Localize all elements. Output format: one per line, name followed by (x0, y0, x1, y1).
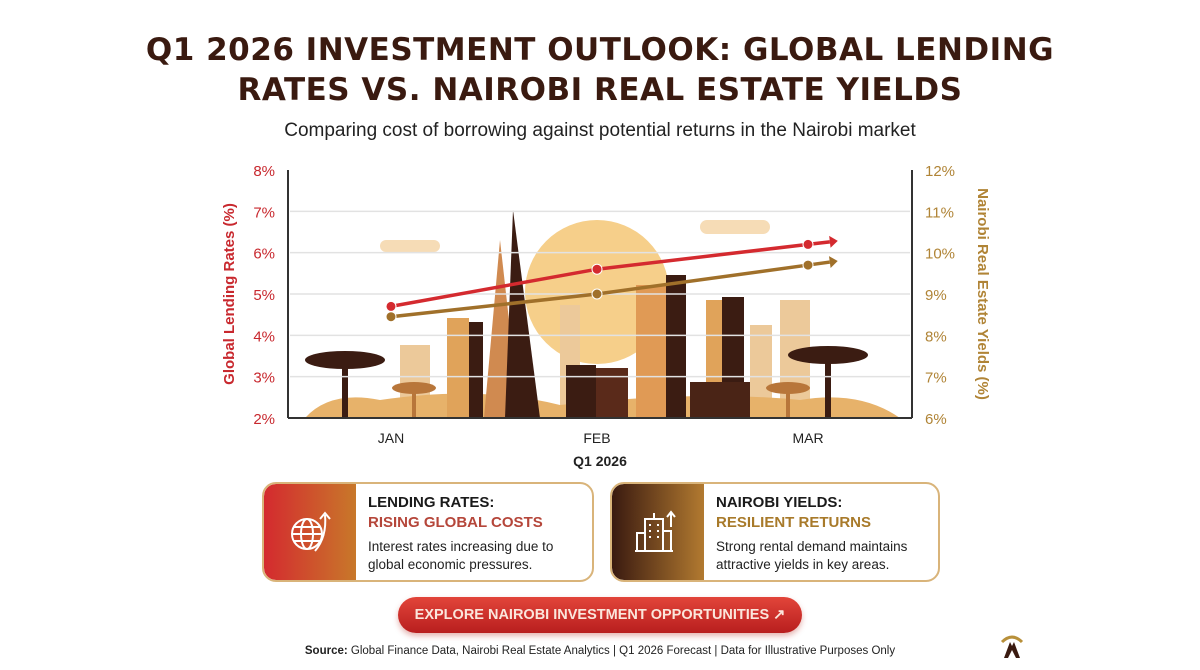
card-heading: LENDING RATES: (368, 494, 495, 511)
x-tick: JAN (378, 430, 404, 446)
x-axis-label: Q1 2026 (573, 453, 627, 469)
y-tick-left: 6% (253, 246, 275, 263)
y-tick-left: 3% (253, 370, 275, 387)
y-tick-right: 9% (925, 287, 947, 304)
subtitle: Comparing cost of borrowing against pote… (284, 120, 916, 141)
data-point (385, 300, 397, 312)
title-line-2: RATES VS. NAIROBI REAL ESTATE YIELDS (237, 72, 963, 108)
nairobi-yields-card: NAIROBI YIELDS: RESILIENT RETURNS Strong… (610, 482, 940, 582)
source-label: Source: (304, 645, 348, 657)
card-heading: NAIROBI YIELDS: (716, 494, 843, 511)
y-tick-right: 8% (925, 328, 947, 345)
trend-arrow-head (829, 235, 838, 248)
card-subheading: RISING GLOBAL COSTS (368, 514, 543, 531)
data-point (385, 311, 397, 323)
data-point (802, 238, 814, 250)
brand-logo (1000, 635, 1024, 658)
trend-arrow-head (828, 256, 838, 269)
skyline-illustration (305, 210, 900, 418)
data-point (591, 263, 603, 275)
page-title: Q1 2026 INVESTMENT OUTLOOK: GLOBAL LENDI… (0, 30, 1200, 110)
y-tick-left: 5% (253, 287, 275, 304)
y-tick-right: 6% (925, 411, 947, 428)
globe-arrow-up-icon (264, 484, 356, 580)
y-tick-right: 10% (925, 246, 955, 263)
y-tick-left: 4% (253, 328, 275, 345)
y-axis-label-left: Global Lending Rates (%) (221, 203, 238, 385)
y-tick-left: 7% (253, 204, 275, 221)
building-arrow-up-icon (612, 484, 704, 580)
x-tick: MAR (792, 430, 823, 446)
chart: 2% 6% 3% 7% 4% 8% 5% 9% 6% 10% 7% 11% 8% 12% JAN FEB MAR… (221, 163, 991, 469)
y-tick-left: 2% (253, 411, 275, 428)
y-axis-label-right: Nairobi Real Estate Yields (%) (974, 188, 991, 400)
y-tick-right: 11% (925, 204, 954, 221)
card-description: Strong rental demand maintains attractiv… (716, 539, 908, 572)
y-tick-right: 12% (925, 163, 955, 180)
title-line-1: Q1 2026 INVESTMENT OUTLOOK: GLOBAL LENDI… (145, 32, 1055, 68)
data-point (802, 259, 814, 271)
source-note: Source: Global Finance Data, Nairobi Rea… (0, 645, 1200, 657)
card-subheading: RESILIENT RETURNS (716, 514, 872, 531)
y-tick-left: 8% (253, 163, 275, 180)
data-point (591, 288, 603, 300)
y-tick-right: 7% (925, 370, 947, 387)
source-text: Global Finance Data, Nairobi Real Estate… (347, 645, 896, 657)
card-description: Interest rates increasing due to global … (368, 539, 554, 572)
lending-rates-card: LENDING RATES: RISING GLOBAL COSTS Inter… (262, 482, 594, 582)
explore-opportunities-button[interactable]: EXPLORE NAIROBI INVESTMENT OPPORTUNITIES… (398, 597, 802, 633)
x-tick: FEB (583, 430, 610, 446)
